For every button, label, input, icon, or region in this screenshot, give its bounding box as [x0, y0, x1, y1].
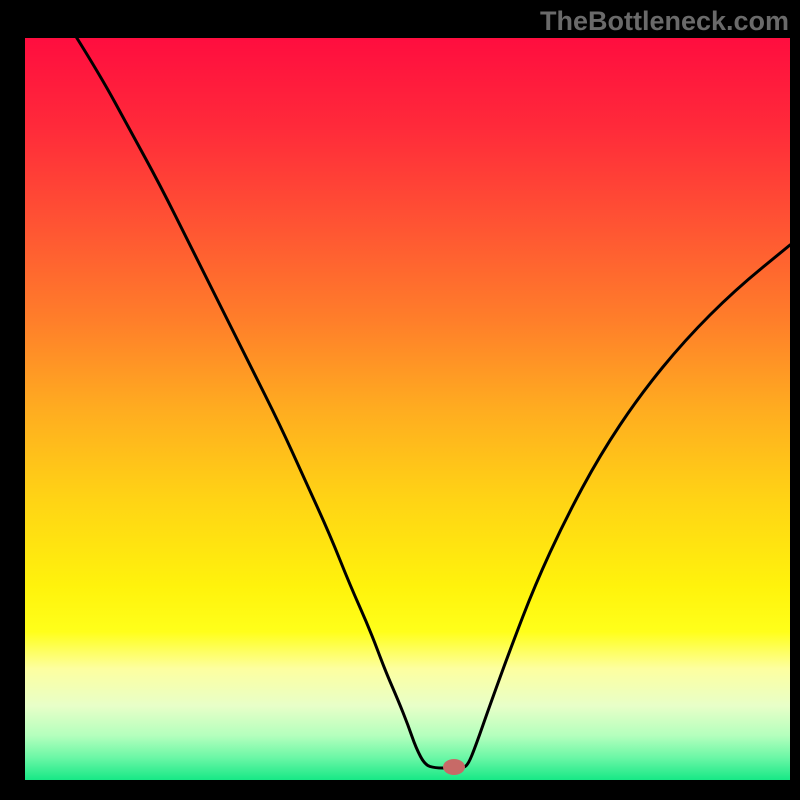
chart-container: TheBottleneck.com [0, 0, 800, 800]
chart-border-right [790, 0, 800, 800]
watermark-text: TheBottleneck.com [540, 6, 789, 37]
plot-gradient-area [25, 38, 790, 780]
chart-border-bottom [0, 780, 800, 800]
chart-border-left [0, 0, 25, 800]
